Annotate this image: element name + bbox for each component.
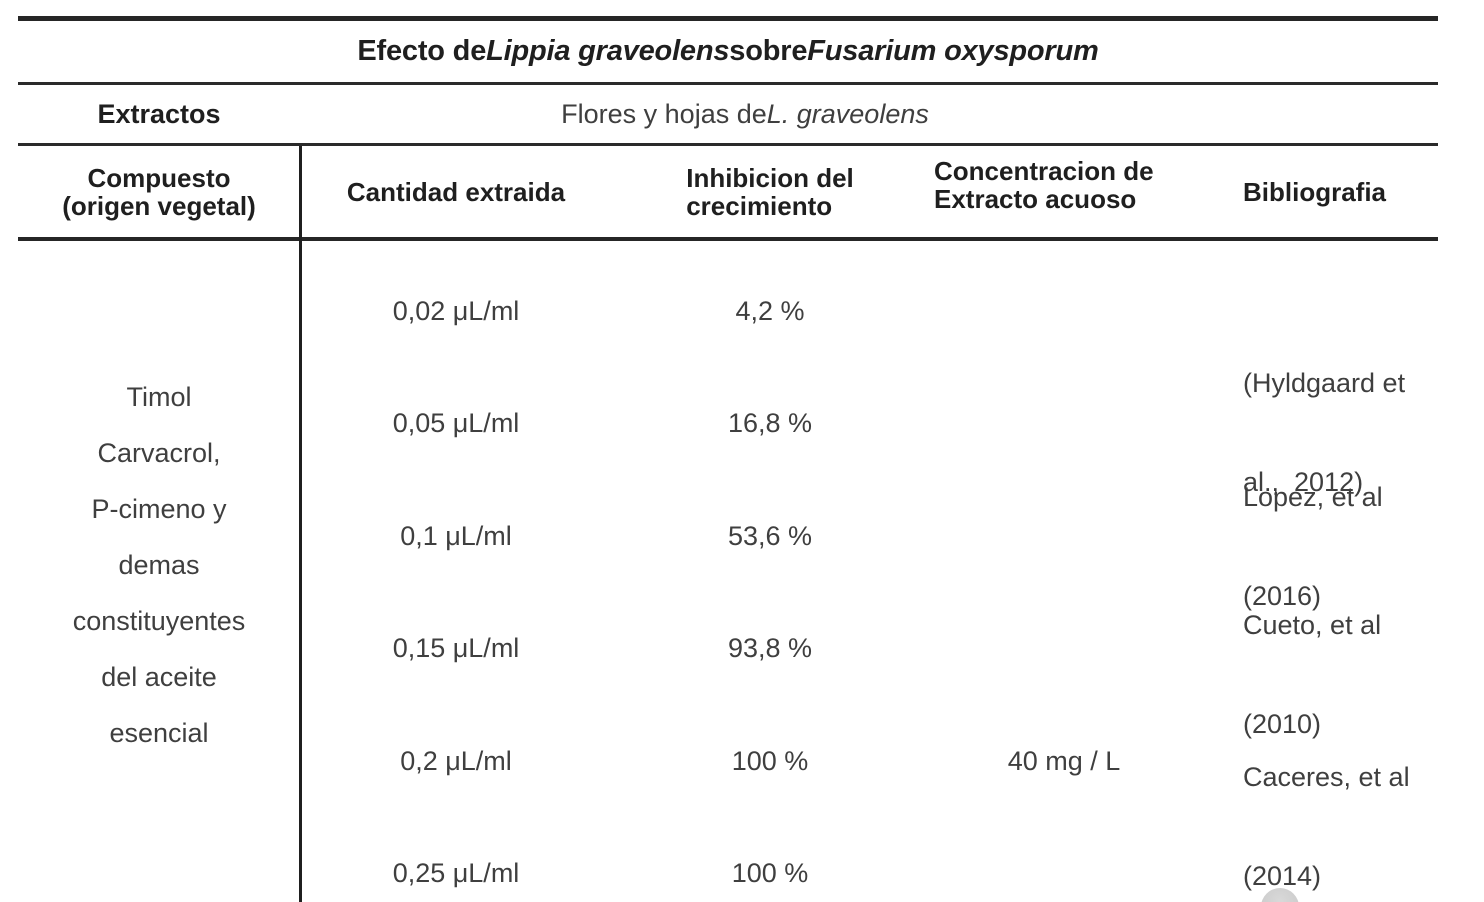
inhibicion-value: 4,2 %	[735, 296, 805, 326]
bibliography-entry: Lopez, et al (2016)	[1243, 415, 1443, 679]
extract-source-text: Flores y hojas de	[561, 98, 767, 129]
compound-line: Timol	[126, 382, 192, 412]
inhibicion-value: 100 %	[731, 746, 809, 776]
rule-below-title	[18, 82, 1438, 85]
inhibicion-value: 100 %	[731, 858, 809, 888]
cantidad-value: 0,05 μL/ml	[392, 408, 520, 438]
header-inhibicion-lines: Inhibicion del crecimiento	[686, 164, 854, 220]
compound-line: del aceite	[101, 662, 217, 692]
header-concentracion-line1: Concentracion de	[934, 155, 1154, 186]
header-compuesto: Compuesto (origen vegetal)	[18, 146, 300, 237]
bibliography-entry: Cueto, et al (2010)	[1243, 543, 1443, 807]
bibliography-entry: (Hyldgaard et al., 2012)	[1243, 301, 1443, 565]
compound-line: constituyentes	[72, 606, 246, 636]
cantidad-value: 0,25 μL/ml	[392, 858, 520, 888]
scroll-fab-button[interactable]	[1261, 888, 1299, 902]
bibliography-line: Cueto, et al	[1243, 610, 1382, 640]
table-title: Efecto de Lippia graveolens sobre Fusari…	[18, 21, 1438, 81]
bibliography-line: Lopez, et al	[1243, 482, 1383, 512]
header-cantidad: Cantidad extraida	[346, 176, 566, 207]
header-inhibicion: Inhibicion del crecimiento	[612, 146, 928, 237]
compound-line: demas	[118, 550, 200, 580]
compound-line: Carvacrol,	[97, 438, 221, 468]
bibliography-line: (2016)	[1243, 581, 1322, 611]
inhibicion-value: 16,8 %	[727, 408, 813, 438]
compound-line: esencial	[109, 718, 209, 748]
title-species-fusarium: Fusarium oxysporum	[807, 34, 1099, 67]
bibliography-line: Caceres, et al	[1243, 762, 1410, 792]
concentracion-value: 40 mg / L	[1007, 746, 1121, 776]
bibliography-line: (Hyldgaard et	[1243, 368, 1406, 398]
header-inhibicion-line1: Inhibicion del	[686, 162, 854, 193]
cantidad-value: 0,15 μL/ml	[392, 633, 520, 663]
rule-above-column-headers	[18, 143, 1438, 146]
compound-cell: Timol Carvacrol, P-cimeno y demas consti…	[18, 369, 300, 761]
cantidad-value: 0,2 μL/ml	[400, 746, 512, 776]
header-concentracion-lines: Concentracion de Extracto acuoso	[934, 157, 1154, 213]
extract-source-species: L. graveolens	[766, 98, 929, 129]
extractos-label: Extractos	[97, 98, 221, 129]
column-divider	[299, 146, 302, 902]
cantidad-value: 0,1 μL/ml	[400, 521, 512, 551]
inhibicion-value: 53,6 %	[727, 521, 813, 551]
bibliography-line: (2010)	[1243, 709, 1322, 739]
title-prefix: Efecto de	[357, 34, 487, 67]
table-border-top	[18, 16, 1438, 21]
bibliography-line: al., 2012)	[1243, 467, 1364, 497]
header-compuesto-line2: (origen vegetal)	[62, 190, 256, 221]
header-bibliografia: Bibliografia	[1243, 176, 1387, 207]
title-species-lippia: Lippia graveolens	[486, 34, 730, 67]
header-inhibicion-line2: crecimiento	[686, 190, 833, 221]
bibliography-entry: Caceres, et al (2014)	[1243, 695, 1443, 902]
inhibicion-value: 93,8 %	[727, 633, 813, 663]
cantidad-value: 0,02 μL/ml	[392, 296, 520, 326]
header-concentracion-line2: Extracto acuoso	[934, 183, 1137, 214]
header-compuesto-line1: Compuesto	[87, 162, 231, 193]
title-connector: sobre	[729, 34, 808, 67]
bibliography-line: (2014)	[1243, 861, 1322, 891]
rule-below-column-headers	[18, 237, 1438, 241]
header-concentracion: Concentracion de Extracto acuoso	[928, 139, 1200, 230]
extract-source-cell: Flores y hojas de L. graveolens	[300, 85, 1190, 143]
compound-line: P-cimeno y	[91, 494, 227, 524]
